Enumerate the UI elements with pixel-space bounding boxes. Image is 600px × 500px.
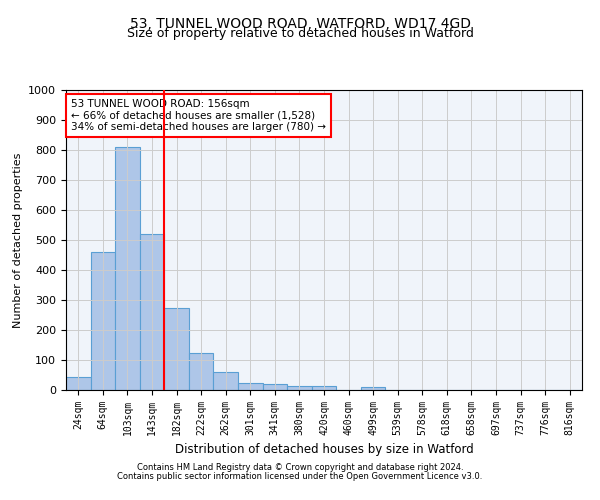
Text: Contains HM Land Registry data © Crown copyright and database right 2024.: Contains HM Land Registry data © Crown c… bbox=[137, 464, 463, 472]
Bar bbox=[115, 147, 140, 390]
Bar bbox=[361, 387, 385, 390]
Bar bbox=[287, 386, 312, 390]
Text: 53 TUNNEL WOOD ROAD: 156sqm
← 66% of detached houses are smaller (1,528)
34% of : 53 TUNNEL WOOD ROAD: 156sqm ← 66% of det… bbox=[71, 99, 326, 132]
Text: Size of property relative to detached houses in Watford: Size of property relative to detached ho… bbox=[127, 28, 473, 40]
Bar bbox=[140, 234, 164, 390]
Y-axis label: Number of detached properties: Number of detached properties bbox=[13, 152, 23, 328]
Bar bbox=[214, 372, 238, 390]
Bar bbox=[189, 352, 214, 390]
Bar bbox=[91, 252, 115, 390]
Bar bbox=[238, 382, 263, 390]
Bar bbox=[66, 376, 91, 390]
Text: Contains public sector information licensed under the Open Government Licence v3: Contains public sector information licen… bbox=[118, 472, 482, 481]
Text: 53, TUNNEL WOOD ROAD, WATFORD, WD17 4GD: 53, TUNNEL WOOD ROAD, WATFORD, WD17 4GD bbox=[130, 18, 470, 32]
Bar bbox=[312, 386, 336, 390]
X-axis label: Distribution of detached houses by size in Watford: Distribution of detached houses by size … bbox=[175, 444, 473, 456]
Bar bbox=[164, 308, 189, 390]
Bar bbox=[263, 384, 287, 390]
